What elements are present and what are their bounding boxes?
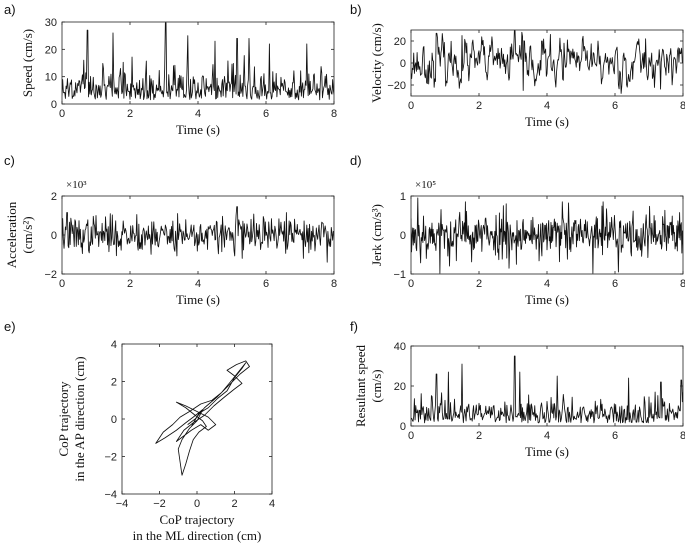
x-tick-label: 2 (476, 100, 482, 112)
x-axis-label: in the ML direction (cm) (133, 528, 262, 543)
x-axis-label: Time (s) (525, 292, 569, 307)
y-axis-label: Jerk (cm/s³) (369, 204, 384, 266)
y-tick-label: 40 (394, 341, 406, 353)
y-tick-label: 0 (51, 99, 57, 111)
x-tick-label: 8 (331, 108, 337, 120)
axes-box (410, 345, 684, 427)
x-tick-label: −4 (116, 498, 129, 510)
x-axis-label: Time (s) (176, 292, 220, 307)
x-tick-label: 8 (680, 430, 685, 442)
panel-label: e) (4, 319, 16, 334)
x-tick-label: 8 (680, 278, 685, 290)
exponent-label: ×10⁵ (415, 179, 436, 191)
series-line-0 (155, 360, 250, 476)
y-tick-label: −4 (104, 489, 117, 501)
y-axis-label: Acceleration (4, 201, 19, 268)
x-axis-label: Time (s) (525, 114, 569, 129)
x-axis-label: Time (s) (176, 122, 220, 137)
y-axis-label: Speed (cm/s) (20, 29, 35, 97)
y-axis-label: CoP trajectory (56, 381, 71, 456)
x-tick-label: 2 (476, 430, 482, 442)
series-line-0 (411, 355, 683, 424)
x-tick-label: 2 (127, 108, 133, 120)
x-tick-label: 4 (544, 430, 550, 442)
y-tick-label: 0 (400, 421, 406, 433)
x-axis-label: Time (s) (525, 444, 569, 459)
series-line-0 (411, 197, 683, 274)
x-tick-label: 6 (612, 278, 618, 290)
y-tick-label: 0 (400, 230, 406, 242)
y-tick-label: −20 (387, 80, 406, 92)
series-line-0 (62, 22, 334, 101)
y-tick-label: −2 (104, 452, 117, 464)
y-axis-label: in the AP direction (cm) (72, 356, 87, 481)
y-axis-label: Velocity (cm/s) (369, 23, 384, 103)
x-tick-label: 0 (59, 278, 65, 290)
x-tick-label: 2 (231, 498, 237, 510)
panel-f: f) 0 2 4 6 8 0 20 40 Time (s) Resultant speed (cm/s… (350, 319, 685, 459)
y-tick-label: 1 (400, 191, 406, 203)
x-tick-label: 6 (612, 430, 618, 442)
x-tick-label: 4 (195, 278, 201, 290)
y-tick-label: −2 (44, 269, 57, 281)
x-axis-label: CoP trajectory (160, 512, 235, 527)
panel-label: a) (4, 2, 16, 17)
panel-label: f) (350, 319, 358, 334)
y-axis-label: (cm/s) (369, 369, 384, 402)
exponent-label: ×10³ (66, 179, 87, 191)
x-tick-label: 0 (408, 430, 414, 442)
y-tick-label: 0 (111, 414, 117, 426)
y-tick-label: 0 (51, 230, 57, 242)
axes-box (61, 21, 335, 105)
series-line-0 (62, 206, 334, 263)
x-tick-label: 6 (612, 100, 618, 112)
panel-label: d) (350, 153, 362, 168)
x-tick-label: 4 (269, 498, 275, 510)
x-tick-label: 6 (263, 278, 269, 290)
x-tick-label: 8 (331, 278, 337, 290)
y-tick-label: 30 (45, 17, 57, 29)
y-tick-label: 20 (45, 44, 57, 56)
y-tick-label: 20 (394, 36, 406, 48)
y-tick-label: 0 (400, 58, 406, 70)
x-tick-label: 2 (476, 278, 482, 290)
x-tick-label: 0 (408, 278, 414, 290)
x-tick-label: 4 (544, 278, 550, 290)
y-tick-label: 20 (394, 381, 406, 393)
panel-label: c) (4, 153, 15, 168)
x-tick-label: 0 (194, 498, 200, 510)
panel-a: a) 0 2 4 6 8 0 10 20 30 Time (s) Speed (cm/s) (4, 2, 337, 137)
y-tick-label: −1 (393, 269, 406, 281)
x-tick-label: 0 (408, 100, 414, 112)
x-tick-label: 6 (263, 108, 269, 120)
x-tick-label: −2 (153, 498, 166, 510)
series-line-0 (411, 30, 683, 94)
x-tick-label: 8 (680, 100, 685, 112)
y-tick-label: 2 (51, 191, 57, 203)
y-tick-label: 2 (111, 377, 117, 389)
y-tick-label: 4 (111, 339, 117, 351)
x-tick-label: 4 (544, 100, 550, 112)
x-tick-label: 4 (195, 108, 201, 120)
panel-label: b) (350, 2, 362, 17)
x-tick-label: 2 (127, 278, 133, 290)
x-tick-label: 0 (59, 108, 65, 120)
y-axis-label: (cm/s²) (20, 216, 35, 253)
y-tick-label: 10 (45, 72, 57, 84)
y-axis-label: Resultant speed (353, 345, 368, 427)
